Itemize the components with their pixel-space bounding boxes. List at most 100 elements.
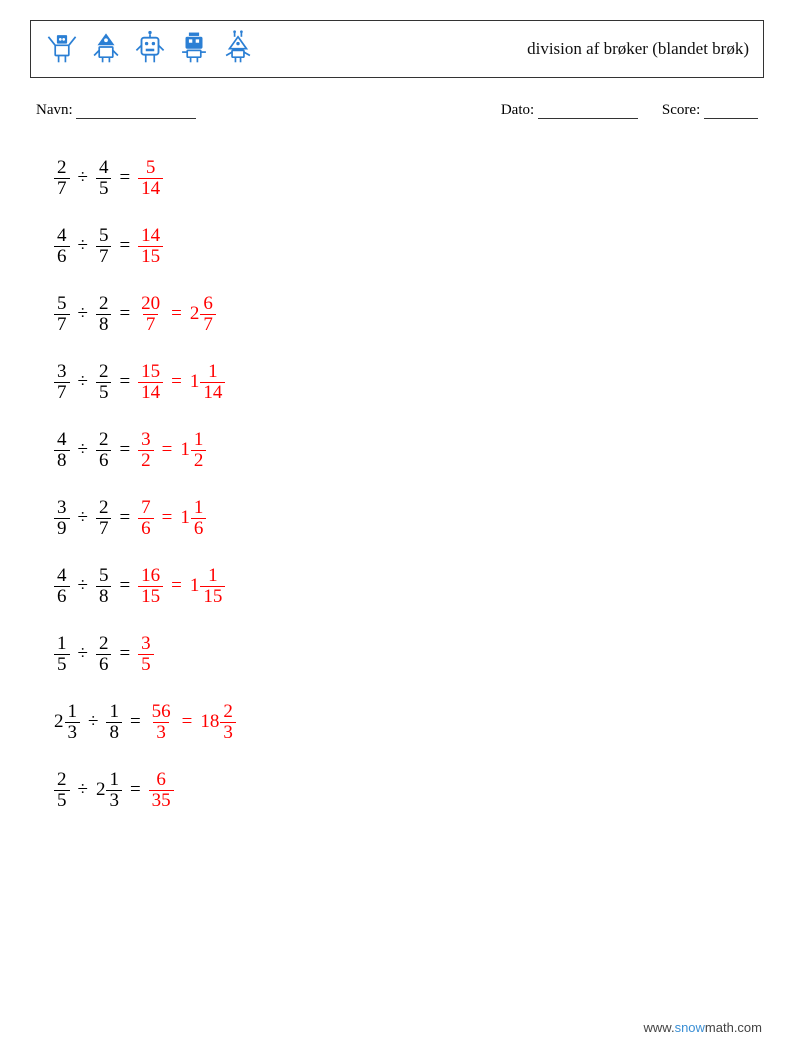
robot-round-icon xyxy=(133,30,167,69)
divide-op: ÷ xyxy=(78,643,88,665)
fraction: 23 xyxy=(220,702,236,743)
info-row: Navn: Dato: Score: xyxy=(30,102,764,119)
fraction: 114 xyxy=(200,362,225,403)
problem-row: 15 ÷ 26 = 35 xyxy=(54,625,764,683)
worksheet-title: division af brøker (blandet brøk) xyxy=(527,39,749,59)
equals-op: = xyxy=(162,507,173,529)
fraction: 46 xyxy=(54,566,70,607)
fraction: 37 xyxy=(54,362,70,403)
mixed-number: 1114 xyxy=(190,362,226,403)
divide-op: ÷ xyxy=(78,507,88,529)
problem-row: 213 ÷ 18 = 563 = 1823 xyxy=(54,693,764,751)
problem-row: 48 ÷ 26 = 32 = 112 xyxy=(54,421,764,479)
fraction: 57 xyxy=(96,226,112,267)
equals-op: = xyxy=(119,507,130,529)
equals-op: = xyxy=(119,235,130,257)
equals-op: = xyxy=(130,711,141,733)
date-label: Dato: xyxy=(501,102,534,118)
mixed-number: 1115 xyxy=(190,566,226,607)
fraction: 563 xyxy=(149,702,174,743)
problem-row: 39 ÷ 27 = 76 = 116 xyxy=(54,489,764,547)
footer: www.snowmath.com xyxy=(644,1020,763,1035)
mixed-number: 116 xyxy=(180,498,206,539)
divide-op: ÷ xyxy=(78,371,88,393)
problem-row: 37 ÷ 25 = 1514 = 1114 xyxy=(54,353,764,411)
problem-row: 27 ÷ 45 = 514 xyxy=(54,149,764,207)
divide-op: ÷ xyxy=(78,779,88,801)
fraction: 27 xyxy=(54,158,70,199)
equals-op: = xyxy=(130,779,141,801)
equals-op: = xyxy=(182,711,193,733)
fraction: 76 xyxy=(138,498,154,539)
fraction: 58 xyxy=(96,566,112,607)
fraction: 32 xyxy=(138,430,154,471)
mixed-number: 213 xyxy=(96,770,122,811)
equals-op: = xyxy=(162,439,173,461)
equals-op: = xyxy=(171,575,182,597)
fraction: 635 xyxy=(149,770,174,811)
problem-row: 57 ÷ 28 = 207 = 267 xyxy=(54,285,764,343)
fraction: 207 xyxy=(138,294,163,335)
problem-row: 46 ÷ 57 = 1415 xyxy=(54,217,764,275)
fraction: 27 xyxy=(96,498,112,539)
score-label: Score: xyxy=(662,102,700,118)
robot-square-icon xyxy=(177,30,211,69)
problems-container: 27÷45=51446÷57=141557÷28=207=26737÷25=15… xyxy=(30,149,764,819)
name-label: Navn: xyxy=(36,102,73,118)
date-blank xyxy=(538,104,638,119)
fraction: 25 xyxy=(96,362,112,403)
fraction: 25 xyxy=(54,770,70,811)
fraction: 115 xyxy=(200,566,225,607)
problem-row: 25 ÷ 213 = 635 xyxy=(54,761,764,819)
mixed-number: 213 xyxy=(54,702,80,743)
fraction: 12 xyxy=(191,430,207,471)
equals-op: = xyxy=(171,371,182,393)
fraction: 39 xyxy=(54,498,70,539)
equals-op: = xyxy=(119,167,130,189)
fraction: 48 xyxy=(54,430,70,471)
divide-op: ÷ xyxy=(78,167,88,189)
name-blank xyxy=(76,104,196,119)
fraction: 67 xyxy=(200,294,216,335)
fraction: 1415 xyxy=(138,226,163,267)
fraction: 26 xyxy=(96,430,112,471)
fraction: 13 xyxy=(65,702,81,743)
divide-op: ÷ xyxy=(88,711,98,733)
fraction: 28 xyxy=(96,294,112,335)
fraction: 13 xyxy=(106,770,122,811)
fraction: 15 xyxy=(54,634,70,675)
problem-row: 46 ÷ 58 = 1615 = 1115 xyxy=(54,557,764,615)
equals-op: = xyxy=(119,303,130,325)
robot-arms-up-icon xyxy=(45,30,79,69)
equals-op: = xyxy=(171,303,182,325)
fraction: 57 xyxy=(54,294,70,335)
score-blank xyxy=(704,104,758,119)
divide-op: ÷ xyxy=(78,235,88,257)
fraction: 46 xyxy=(54,226,70,267)
mixed-number: 1823 xyxy=(200,702,236,743)
equals-op: = xyxy=(119,439,130,461)
equals-op: = xyxy=(119,575,130,597)
header-box: division af brøker (blandet brøk) xyxy=(30,20,764,78)
fraction: 18 xyxy=(106,702,122,743)
fraction: 45 xyxy=(96,158,112,199)
divide-op: ÷ xyxy=(78,439,88,461)
mixed-number: 112 xyxy=(180,430,206,471)
fraction: 16 xyxy=(191,498,207,539)
equals-op: = xyxy=(119,371,130,393)
robot-antenna-icon xyxy=(221,30,255,69)
fraction: 35 xyxy=(138,634,154,675)
fraction: 1615 xyxy=(138,566,163,607)
footer-highlight: snow xyxy=(675,1020,705,1035)
footer-prefix: www. xyxy=(644,1020,675,1035)
fraction: 26 xyxy=(96,634,112,675)
robot-triangle-icon xyxy=(89,30,123,69)
mixed-number: 267 xyxy=(190,294,216,335)
divide-op: ÷ xyxy=(78,303,88,325)
equals-op: = xyxy=(119,643,130,665)
footer-suffix: math.com xyxy=(705,1020,762,1035)
robot-icons xyxy=(45,30,255,69)
fraction: 1514 xyxy=(138,362,163,403)
fraction: 514 xyxy=(138,158,163,199)
divide-op: ÷ xyxy=(78,575,88,597)
